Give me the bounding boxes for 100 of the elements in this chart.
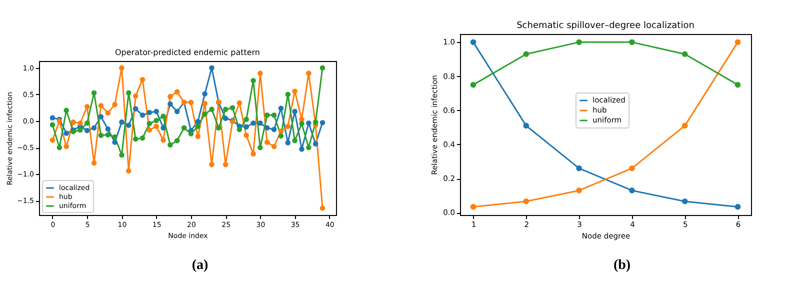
point [91,90,97,96]
point [576,165,582,172]
point [222,116,228,121]
point [209,162,214,168]
point [160,137,166,143]
point [682,51,688,58]
point [91,125,97,131]
point [258,120,263,126]
point [523,122,530,129]
point [734,204,741,210]
point [202,111,208,117]
point [523,51,530,58]
point [320,65,326,71]
point [306,70,312,76]
point [312,141,318,146]
point [126,90,132,96]
point [78,120,83,126]
point [320,205,326,211]
point [174,138,180,144]
point [236,126,242,132]
point [292,88,298,94]
point [202,100,208,106]
chart-title: Operator-predicted endemic pattern [114,48,260,57]
point [174,89,180,94]
point [146,127,152,133]
point [682,122,688,129]
point [292,108,298,114]
point [299,121,304,126]
point [126,168,132,174]
point [202,91,208,97]
point [50,115,56,120]
point [576,39,582,46]
point [119,152,124,158]
point [271,126,277,132]
point [70,119,76,125]
point [112,102,118,108]
point [154,108,159,114]
point [222,162,228,168]
point [278,128,284,134]
chart-title: Schematic spillover–degree localization [516,21,694,31]
point [64,108,69,114]
point [629,165,635,172]
point [734,39,741,46]
point [734,82,741,88]
point [629,188,635,194]
point [576,188,582,194]
point [140,112,146,118]
point [98,102,104,108]
point [523,198,530,204]
point [188,131,194,136]
point [264,112,270,118]
point [64,144,69,150]
point [470,204,476,210]
point [244,116,249,122]
point [629,39,635,46]
point [56,144,62,150]
point [132,93,138,99]
point [119,65,124,71]
point [320,120,326,126]
point [306,120,312,126]
point [271,144,277,150]
point [140,76,146,82]
point [140,135,146,141]
point [470,82,476,88]
point [258,144,263,150]
point [112,140,118,145]
point [168,94,173,100]
point [209,106,214,112]
point [154,124,159,129]
point [91,160,97,166]
point [84,128,90,134]
point [98,114,104,120]
point [285,124,291,129]
point [64,130,69,136]
point [160,125,166,131]
point [222,106,228,112]
point [258,70,263,76]
point [112,134,118,140]
point [105,132,111,138]
point [98,132,104,138]
point [50,137,56,143]
point [312,119,318,125]
point [306,144,312,150]
point [470,39,476,46]
point [285,92,291,98]
point [105,126,111,132]
text: (a) [190,258,210,274]
point [250,151,256,157]
point [299,146,304,152]
point [105,110,111,116]
point [209,65,214,71]
point [195,118,201,124]
point [682,198,688,204]
point [154,118,159,124]
point [119,119,124,125]
point [278,106,284,111]
point [174,108,180,114]
point [84,120,90,126]
point [181,125,187,131]
point [84,104,90,110]
